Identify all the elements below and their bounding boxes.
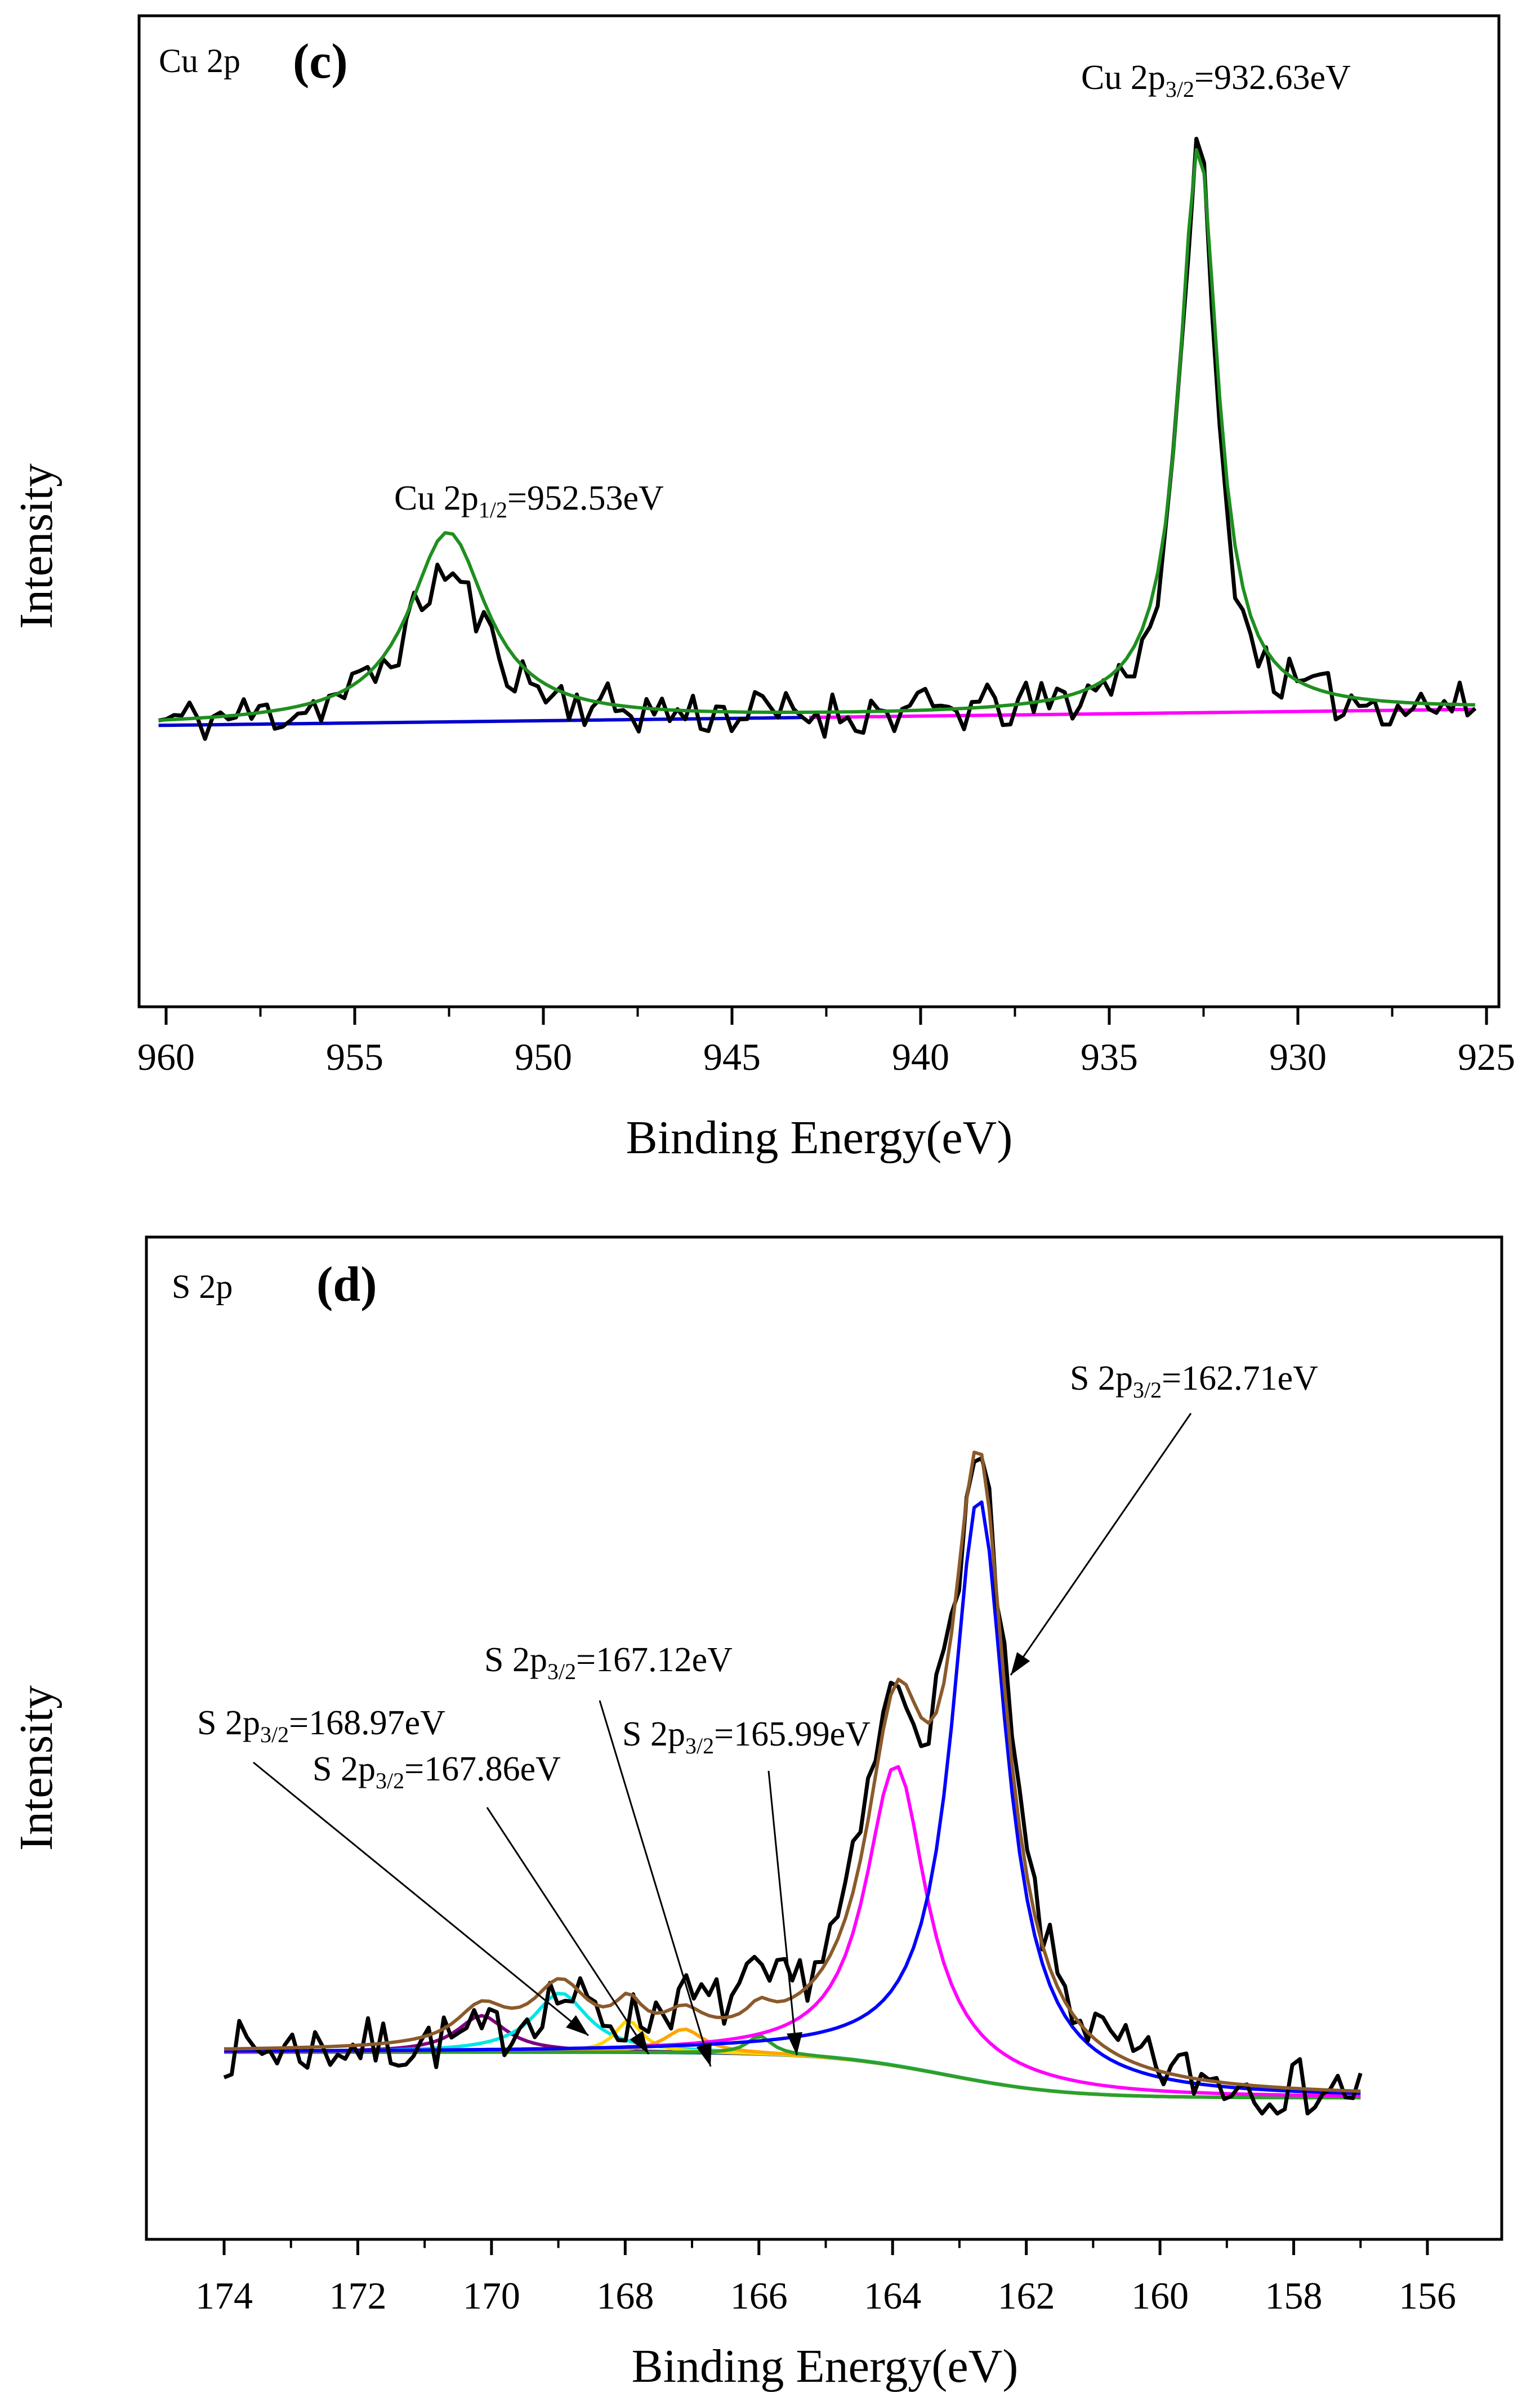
panel-c-tag: Cu 2p — [159, 42, 240, 79]
panel-d-annotation-arrow — [767, 1770, 798, 2056]
panel-d-x-tick-label: 166 — [730, 2274, 788, 2317]
panel-d-x-axis-label: Binding Energy(eV) — [632, 2340, 1019, 2392]
panel-d-x-ticks: 174 172 170 168 166 164 162 160 158 156 — [195, 2239, 1456, 2317]
panel-d-annotation-arrow — [486, 1807, 650, 2055]
panel-d-series-component-3 — [224, 2019, 1361, 2100]
panel-c-x-tick-label: 950 — [515, 1035, 572, 1078]
panel-d-annotation-arrow — [599, 1700, 712, 2067]
panel-d-tag: S 2p — [172, 1268, 233, 1305]
panel-c-y-axis-label: Intensity — [10, 463, 63, 629]
panel-c-x-tick-label: 925 — [1458, 1035, 1515, 1078]
panel-d-peak-annotation: S 2p3/2=167.86eV — [313, 1750, 561, 1793]
panel-c-x-tick-label: 955 — [326, 1035, 383, 1078]
panel-d-annotation-arrow — [1010, 1413, 1192, 1676]
panel-d: 174 172 170 168 166 164 162 160 158 156 S 2p (d) … — [10, 1235, 1503, 2392]
panel-d-x-tick-label: 160 — [1131, 2274, 1189, 2317]
panel-d-series-raw-8 — [223, 1456, 1363, 2116]
panel-d-x-tick-label: 162 — [998, 2274, 1055, 2317]
panel-d-frame — [145, 1235, 1503, 2241]
panel-c-x-tick-label: 945 — [703, 1035, 761, 1078]
panel-d-letter: (d) — [316, 1257, 377, 1312]
panel-c-x-tick-label: 935 — [1081, 1035, 1138, 1078]
panel-c-series-background-1 — [809, 707, 1475, 720]
panel-c-letter: (c) — [293, 34, 348, 89]
panel-d-x-tick-label: 172 — [329, 2274, 386, 2317]
panel-d-x-tick-label: 164 — [864, 2274, 921, 2317]
panel-c-series-background-0 — [158, 716, 802, 727]
panel-d-annotation-arrow — [253, 1761, 589, 2037]
panel-d-peak-annotation: S 2p3/2=168.97eV — [197, 1704, 445, 1747]
panel-d-series-envelope-9 — [224, 1450, 1361, 2093]
panel-d-peak-annotation: S 2p3/2=162.71eV — [1070, 1359, 1318, 1403]
panel-c-x-tick-label: 930 — [1269, 1035, 1327, 1078]
panel-d-series-component-6 — [224, 1765, 1361, 2098]
panel-d-annotation-arrowhead — [1011, 1652, 1030, 1675]
panel-d-peak-annotation: S 2p3/2=167.12eV — [484, 1641, 733, 1684]
panel-c: 960 955 950 945 940 935 930 925 Cu 2p (c) Bindi… — [10, 14, 1515, 1164]
panel-c-peak-annotation: Cu 2p3/2=932.63eV — [1081, 59, 1351, 102]
panel-d-x-tick-label: 168 — [596, 2274, 654, 2317]
panel-c-x-axis-label: Binding Energy(eV) — [626, 1112, 1013, 1164]
panel-d-x-tick-label: 170 — [463, 2274, 520, 2317]
panel-d-annotation-arrowhead — [787, 2032, 802, 2055]
panel-c-x-tick-label: 960 — [137, 1035, 195, 1078]
panel-d-x-tick-label: 158 — [1265, 2274, 1323, 2317]
panel-c-series-envelope-3 — [158, 148, 1475, 722]
panel-c-plot-area — [158, 136, 1477, 741]
panel-d-annotation-arrowhead — [630, 2030, 649, 2054]
panel-d-annotation-arrowhead — [696, 2042, 712, 2066]
panel-c-x-tick-label: 940 — [892, 1035, 949, 1078]
panel-d-annotations: S 2p3/2=162.71eV S 2p3/2=167.12eV S 2p3/2=… — [197, 1359, 1318, 2067]
panel-c-series-raw-2 — [158, 136, 1477, 741]
panel-c-frame — [137, 14, 1501, 1008]
panel-c-x-ticks: 960 955 950 945 940 935 930 925 — [137, 1007, 1515, 1078]
panel-c-peak-annotation: Cu 2p1/2=952.53eV — [394, 479, 664, 523]
panel-d-annotation-arrowhead — [566, 2015, 588, 2035]
panel-d-x-tick-label: 174 — [195, 2274, 253, 2317]
panel-d-x-tick-label: 156 — [1399, 2274, 1456, 2317]
panel-c-annotations: Cu 2p1/2=952.53eV Cu 2p3/2=932.63eV — [394, 59, 1351, 523]
panel-d-peak-annotation: S 2p3/2=165.99eV — [622, 1715, 871, 1758]
panel-d-y-axis-label: Intensity — [10, 1685, 63, 1851]
